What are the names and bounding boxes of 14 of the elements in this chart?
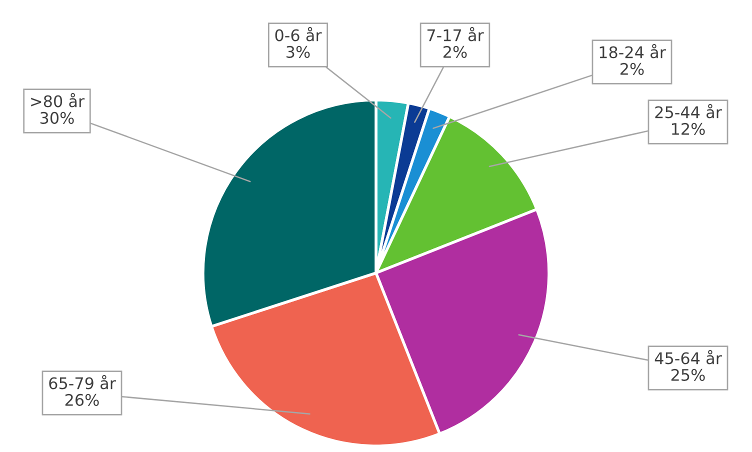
data-label: 12% [672, 122, 705, 135]
data-label: 2% [620, 62, 644, 75]
slice-label: 7-17 år [427, 27, 484, 42]
slice-label: 18-24 år [600, 44, 666, 58]
data-label: 30% [40, 112, 74, 124]
slice-label: 45-64 år [654, 350, 722, 364]
slice-label: >80 år [31, 93, 85, 108]
data-label: 25% [671, 368, 705, 381]
data-label: 3% [286, 46, 310, 58]
data-label: 2% [444, 46, 467, 58]
slice-label: 65-79 år [49, 375, 116, 390]
data-label: 26% [65, 394, 99, 406]
slice-label: 25-44 år [655, 104, 722, 118]
slice-label: 0-6 år [275, 27, 322, 42]
